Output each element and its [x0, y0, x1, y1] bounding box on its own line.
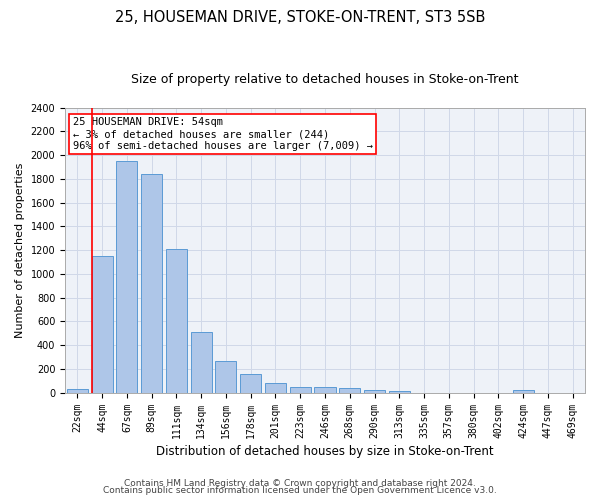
Bar [512, 390, 533, 392]
Bar [314, 387, 335, 392]
Bar [389, 391, 410, 392]
Bar [215, 361, 236, 392]
Bar [265, 383, 286, 392]
Text: Contains HM Land Registry data © Crown copyright and database right 2024.: Contains HM Land Registry data © Crown c… [124, 478, 476, 488]
Bar [290, 386, 311, 392]
Text: 25, HOUSEMAN DRIVE, STOKE-ON-TRENT, ST3 5SB: 25, HOUSEMAN DRIVE, STOKE-ON-TRENT, ST3 … [115, 10, 485, 25]
Y-axis label: Number of detached properties: Number of detached properties [15, 162, 25, 338]
Bar [166, 249, 187, 392]
Title: Size of property relative to detached houses in Stoke-on-Trent: Size of property relative to detached ho… [131, 72, 519, 86]
Text: 25 HOUSEMAN DRIVE: 54sqm
← 3% of detached houses are smaller (244)
96% of semi-d: 25 HOUSEMAN DRIVE: 54sqm ← 3% of detache… [73, 118, 373, 150]
Bar [116, 161, 137, 392]
Bar [92, 256, 113, 392]
Bar [67, 389, 88, 392]
X-axis label: Distribution of detached houses by size in Stoke-on-Trent: Distribution of detached houses by size … [156, 444, 494, 458]
Bar [240, 374, 261, 392]
Bar [141, 174, 162, 392]
Bar [339, 388, 360, 392]
Bar [364, 390, 385, 392]
Bar [191, 332, 212, 392]
Text: Contains public sector information licensed under the Open Government Licence v3: Contains public sector information licen… [103, 486, 497, 495]
